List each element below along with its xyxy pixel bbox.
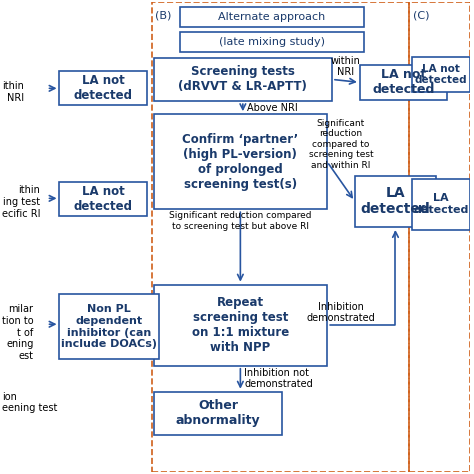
Text: LA not
detected: LA not detected <box>73 185 133 213</box>
FancyBboxPatch shape <box>154 284 327 366</box>
FancyBboxPatch shape <box>181 32 364 52</box>
FancyBboxPatch shape <box>59 182 146 216</box>
Text: Repeat
screening test
on 1:1 mixture
with NPP: Repeat screening test on 1:1 mixture wit… <box>192 296 289 354</box>
Text: Significant
reduction
compared to
screening test
and within RI: Significant reduction compared to screen… <box>309 119 374 170</box>
Bar <box>152 2 410 472</box>
Text: LA not
detected: LA not detected <box>415 64 467 85</box>
FancyBboxPatch shape <box>154 392 283 435</box>
Text: Confirm ‘partner’
(high PL-version)
of prolonged
screening test(s): Confirm ‘partner’ (high PL-version) of p… <box>182 133 299 191</box>
Text: milar
tion to
t of
ening
est: milar tion to t of ening est <box>2 304 34 361</box>
Text: LA
detected: LA detected <box>361 186 430 217</box>
Text: ion
eening test: ion eening test <box>2 392 57 413</box>
FancyBboxPatch shape <box>360 64 447 100</box>
FancyBboxPatch shape <box>181 7 364 27</box>
Text: (C): (C) <box>413 10 430 20</box>
Text: Inhibition not
demonstrated: Inhibition not demonstrated <box>244 368 313 390</box>
Text: LA
detected: LA detected <box>413 193 469 215</box>
FancyBboxPatch shape <box>154 114 327 209</box>
Text: ithin
NRI: ithin NRI <box>2 82 24 103</box>
Text: within
NRI: within NRI <box>331 56 361 77</box>
FancyBboxPatch shape <box>59 72 146 105</box>
Text: Significant reduction compared
to screening test but above RI: Significant reduction compared to screen… <box>169 211 311 231</box>
Text: Other
abnormality: Other abnormality <box>176 400 260 428</box>
Text: (late mixing study): (late mixing study) <box>219 36 325 47</box>
Text: LA not
detected: LA not detected <box>73 74 133 102</box>
Bar <box>410 2 470 472</box>
Text: LA not
detected: LA not detected <box>372 68 435 96</box>
FancyBboxPatch shape <box>154 58 332 101</box>
FancyBboxPatch shape <box>412 56 470 92</box>
Text: Above NRI: Above NRI <box>247 103 298 113</box>
Text: Non PL
dependent
inhibitor (can
include DOACs): Non PL dependent inhibitor (can include … <box>61 304 157 349</box>
Text: Alternate approach: Alternate approach <box>219 12 326 22</box>
FancyBboxPatch shape <box>59 294 159 359</box>
Text: ithin
ing test
ecific RI: ithin ing test ecific RI <box>2 185 40 219</box>
Text: Inhibition
demonstrated: Inhibition demonstrated <box>307 301 375 323</box>
FancyBboxPatch shape <box>412 179 470 230</box>
FancyBboxPatch shape <box>355 175 436 227</box>
Text: Screening tests
(dRVVT & LR-APTT): Screening tests (dRVVT & LR-APTT) <box>178 65 307 93</box>
Text: (B): (B) <box>155 10 171 20</box>
